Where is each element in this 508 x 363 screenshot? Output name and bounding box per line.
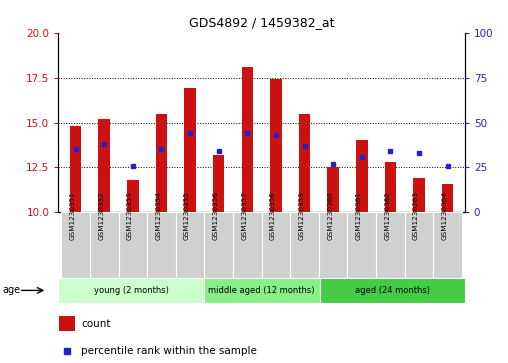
Text: GSM1230362: GSM1230362	[385, 191, 391, 240]
Text: GSM1230358: GSM1230358	[270, 191, 276, 240]
Bar	[184, 88, 196, 212]
Text: GSM1230360: GSM1230360	[327, 191, 333, 240]
Text: GSM1230354: GSM1230354	[155, 191, 162, 240]
Bar	[99, 119, 110, 212]
Text: GSM1230353: GSM1230353	[127, 191, 133, 240]
Text: young (2 months): young (2 months)	[93, 286, 169, 295]
Bar	[320, 278, 465, 303]
Bar	[290, 212, 319, 278]
Bar	[442, 184, 453, 212]
Bar	[70, 126, 81, 212]
Title: GDS4892 / 1459382_at: GDS4892 / 1459382_at	[189, 16, 334, 29]
Bar	[147, 212, 176, 278]
Text: percentile rank within the sample: percentile rank within the sample	[81, 346, 257, 356]
Bar	[270, 79, 281, 212]
Bar	[204, 278, 320, 303]
Bar	[118, 212, 147, 278]
Text: GSM1230355: GSM1230355	[184, 191, 190, 240]
Text: aged (24 months): aged (24 months)	[355, 286, 430, 295]
Bar	[405, 212, 433, 278]
Bar	[156, 114, 167, 212]
Bar	[127, 180, 139, 212]
Bar	[90, 212, 118, 278]
Bar	[61, 212, 90, 278]
Bar	[319, 212, 347, 278]
Text: GSM1230356: GSM1230356	[213, 191, 218, 240]
Text: middle aged (12 months): middle aged (12 months)	[208, 286, 315, 295]
Text: GSM1230364: GSM1230364	[441, 191, 448, 240]
Text: GSM1230357: GSM1230357	[241, 191, 247, 240]
Bar	[356, 140, 367, 212]
Text: age: age	[3, 285, 21, 295]
Bar	[176, 212, 204, 278]
Text: count: count	[81, 319, 111, 329]
Bar	[376, 212, 405, 278]
Bar	[299, 114, 310, 212]
Text: GSM1230352: GSM1230352	[98, 191, 104, 240]
Bar	[213, 155, 225, 212]
Bar	[59, 316, 75, 331]
Text: GSM1230361: GSM1230361	[356, 191, 362, 240]
Bar	[347, 212, 376, 278]
Text: GSM1230351: GSM1230351	[70, 191, 76, 240]
Bar	[58, 278, 204, 303]
Bar	[233, 212, 262, 278]
Bar	[433, 212, 462, 278]
Text: GSM1230359: GSM1230359	[299, 191, 305, 240]
Bar	[204, 212, 233, 278]
Bar	[328, 167, 339, 212]
Bar	[242, 67, 253, 212]
Bar	[414, 178, 425, 212]
Bar	[262, 212, 290, 278]
Text: GSM1230363: GSM1230363	[413, 191, 419, 240]
Bar	[385, 162, 396, 212]
